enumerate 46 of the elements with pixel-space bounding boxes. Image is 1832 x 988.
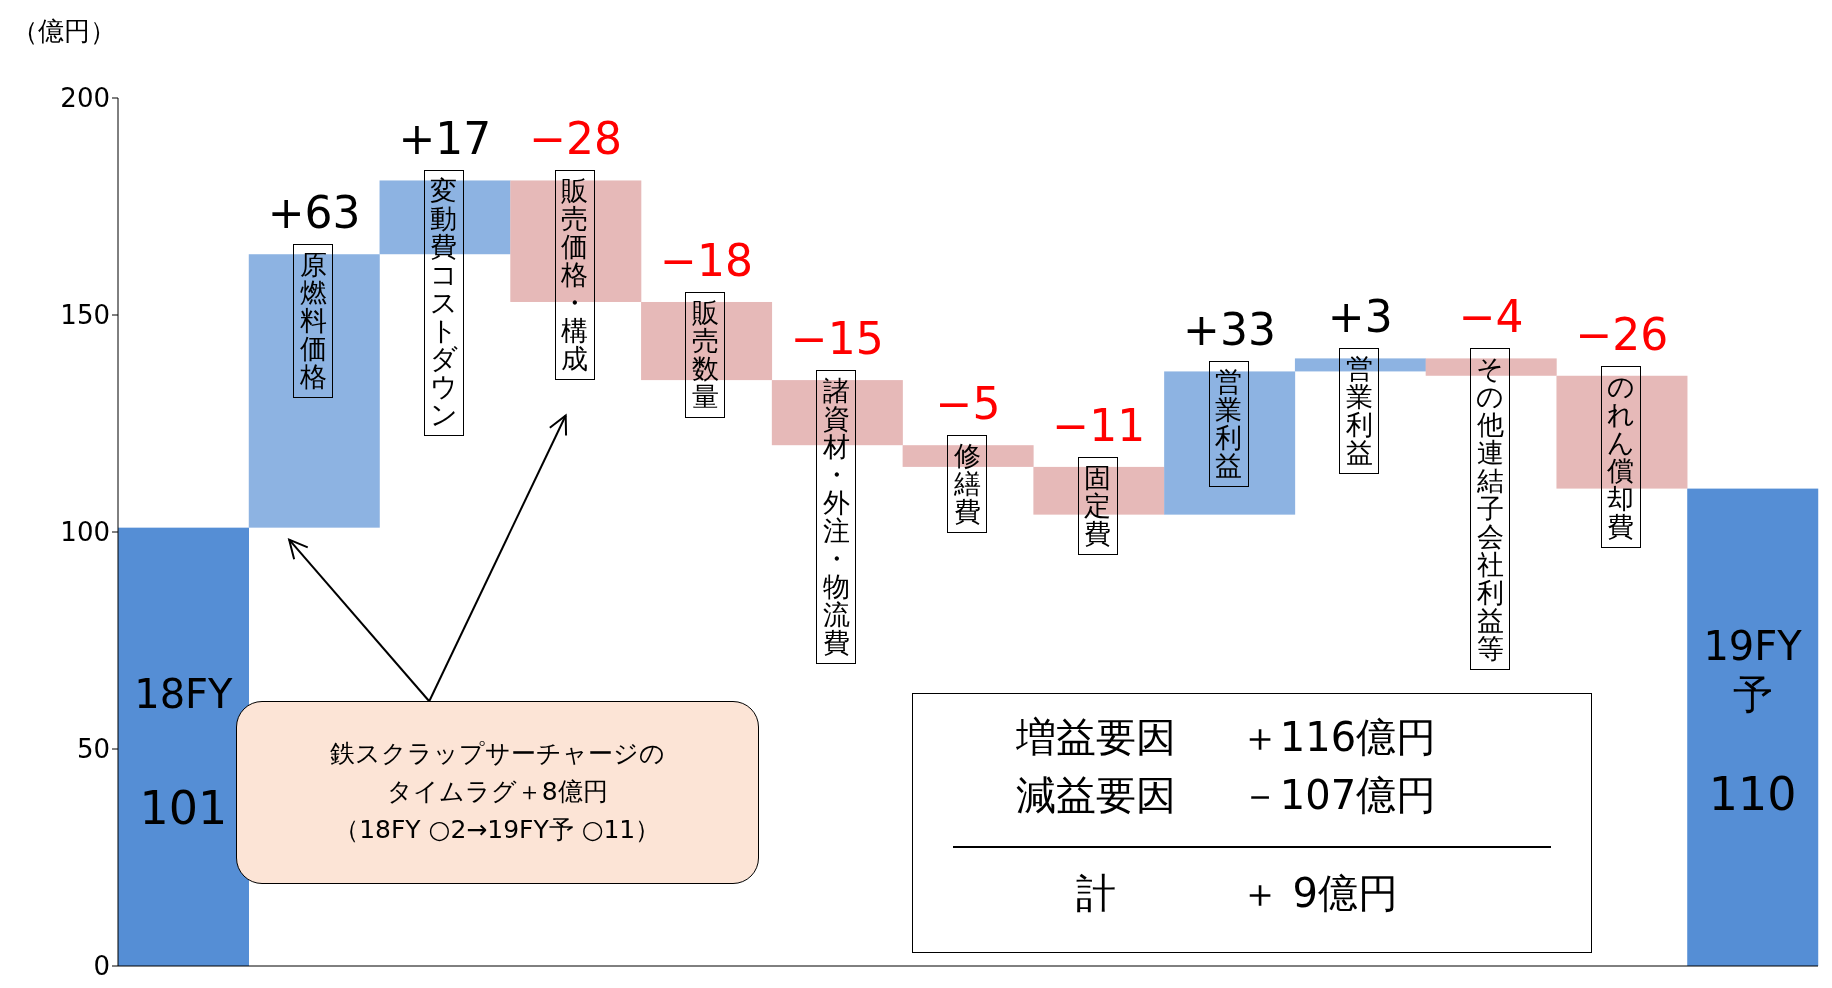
- annotation: ＋116億円: [1239, 712, 1438, 762]
- bar: [118, 527, 249, 966]
- annotation: －107億円: [1239, 770, 1438, 820]
- y-tick-label: 200: [60, 83, 110, 114]
- annotation: 増益要因: [1015, 712, 1178, 762]
- data-label: −5: [934, 378, 1002, 430]
- annotation: 鉄スクラップサーチャージのタイムラグ＋8億円: [328, 738, 666, 809]
- data-label: +3: [1326, 291, 1394, 343]
- data-label: +63: [266, 187, 362, 239]
- data-label: −11: [1051, 399, 1147, 451]
- bar: [510, 180, 642, 302]
- callout-box: 鉄スクラップサーチャージのタイムラグ＋8億円 （18FY ○2→19FY予 ○11）: [235, 701, 759, 884]
- y-tick-label: 150: [60, 300, 110, 331]
- x-tick-label: 営業利益: [1214, 366, 1244, 482]
- bar: [1687, 488, 1819, 966]
- x-tick-label: 販売数量: [690, 296, 720, 412]
- category-label: 諸資材・外注・物流費: [822, 375, 850, 659]
- data-label: −4: [1457, 291, 1525, 343]
- data-label: 110: [1707, 767, 1798, 822]
- x-tick-label: 営業利益: [1344, 353, 1374, 469]
- x-tick-label: 販売価格・構成: [560, 175, 590, 375]
- y-tick-label: 0: [93, 951, 110, 982]
- annotation: 減益要因: [1015, 770, 1178, 820]
- y-tick-label: 50: [76, 734, 110, 765]
- bar: [248, 254, 380, 528]
- x-tick-label: 18FY: [133, 670, 234, 719]
- annotation: ＋ 9億円: [1239, 868, 1399, 918]
- y-tick-label: 100: [60, 517, 110, 548]
- annotation: 計: [1075, 868, 1118, 918]
- data-label: −15: [789, 313, 885, 365]
- data-label: −28: [528, 113, 624, 165]
- x-tick-label: 原燃料価格: [298, 249, 328, 393]
- data-label: −18: [659, 234, 754, 286]
- annotation: （18FY ○2→19FY予 ○11）: [334, 814, 661, 847]
- x-tick-label: 修繕費: [952, 440, 982, 528]
- y-axis-title: （億円）: [12, 15, 116, 48]
- x-tick-label: 19FY予: [1702, 622, 1803, 718]
- data-label: 101: [138, 781, 229, 836]
- bar: [1164, 371, 1296, 515]
- category-label: 変動費コストダウン: [429, 175, 458, 431]
- category-label: その他連結子会社利益等: [1476, 353, 1505, 665]
- data-label: +17: [397, 113, 493, 165]
- x-tick-label: のれん償却費: [1605, 370, 1636, 542]
- data-label: +33: [1182, 304, 1277, 356]
- data-label: −26: [1574, 308, 1670, 360]
- x-tick-label: 固定費: [1083, 461, 1113, 549]
